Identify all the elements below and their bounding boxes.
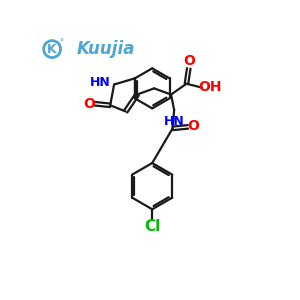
Text: K: K [47,43,57,56]
Text: O: O [188,119,199,133]
Text: O: O [183,54,195,68]
Text: OH: OH [199,80,222,94]
Text: °: ° [59,38,63,47]
Text: HN: HN [89,76,110,89]
Text: Cl: Cl [144,220,160,235]
Text: HN: HN [164,115,184,128]
Text: O: O [83,97,95,111]
Text: Kuujia: Kuujia [77,40,135,58]
